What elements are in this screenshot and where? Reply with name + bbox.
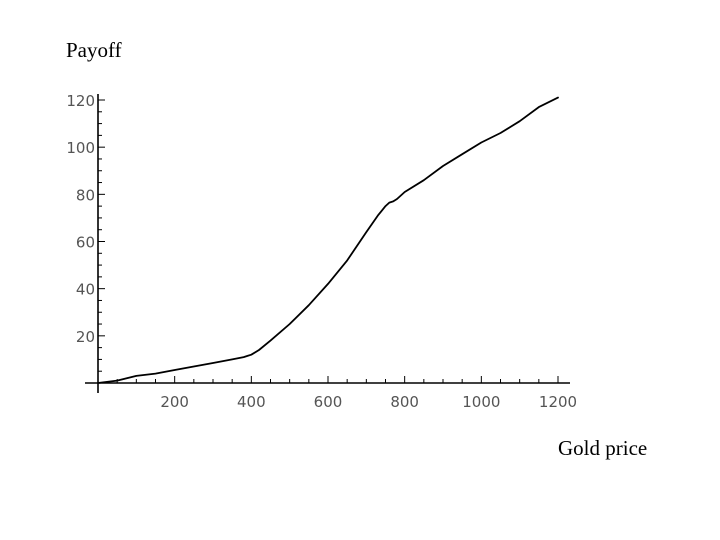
- series-line: [97, 96, 559, 384]
- x-tick-label: 200: [160, 393, 189, 411]
- x-tick-label: 1000: [462, 393, 500, 411]
- y-tick-label: 100: [66, 139, 95, 157]
- x-tick-label: 800: [390, 393, 419, 411]
- x-ticks: [116, 376, 559, 383]
- x-tick-label: 1200: [539, 393, 577, 411]
- x-tick-label: 400: [237, 393, 266, 411]
- y-tick-label: 120: [66, 92, 95, 110]
- y-tick-label: 60: [76, 234, 95, 252]
- x-tick-label: 600: [314, 393, 343, 411]
- x-tick-labels: 200 400 600 800 1000 1200: [160, 393, 577, 411]
- y-axis-title: Payoff: [66, 38, 122, 62]
- y-tick-label: 20: [76, 328, 95, 346]
- y-tick-labels: 20 40 60 80 100 120: [66, 92, 95, 346]
- x-axis-title: Gold price: [558, 436, 647, 460]
- y-tick-label: 40: [76, 281, 95, 299]
- y-ticks: [98, 99, 105, 372]
- y-tick-label: 80: [76, 186, 95, 204]
